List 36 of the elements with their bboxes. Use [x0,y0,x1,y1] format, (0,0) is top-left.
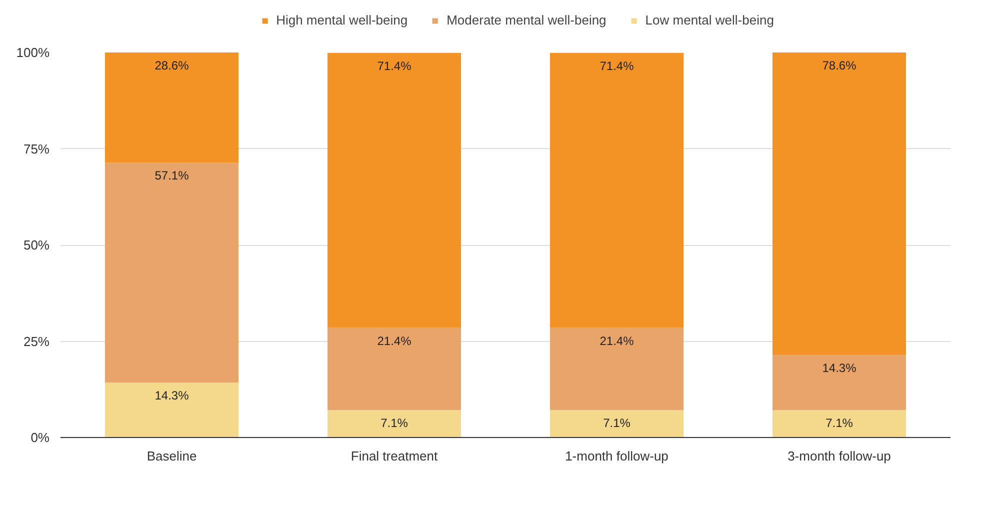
data-label: 71.4% [600,58,634,73]
bar [105,162,238,382]
bar [550,52,684,328]
data-label: 7.1% [603,416,631,430]
data-label: 71.4% [377,58,412,73]
bar [328,52,461,328]
bar [772,410,906,438]
bar [105,382,238,438]
x-tick-label: Final treatment [350,448,438,464]
legend-label: Moderate mental well-being [446,12,606,28]
bar [105,52,238,163]
bar [772,52,906,356]
data-label: 57.1% [154,168,190,183]
bar [328,328,461,410]
data-label: 14.3% [154,388,190,402]
x-tick-label: Baseline [146,448,197,464]
y-tick-label: 25% [23,334,50,349]
bar [550,410,684,438]
y-tick-label: 100% [16,45,50,60]
bar [772,355,906,410]
data-label: 21.4% [600,334,634,348]
data-label: 78.6% [822,58,857,72]
data-label: 14.3% [822,361,857,376]
x-tick-label: 3-month follow-up [788,448,891,464]
data-label: 21.4% [377,334,412,348]
bar [550,328,684,410]
y-tick-label: 0% [30,430,50,445]
legend-label: Low mental well-being [645,12,774,28]
legend-label: High mental well-being [276,12,408,28]
x-tick-label: 1-month follow-up [565,448,668,464]
bar [328,410,461,438]
data-label: 28.6% [154,58,190,72]
y-tick-label: 75% [23,141,50,156]
data-label: 7.1% [380,416,408,430]
data-label: 7.1% [826,416,854,430]
y-tick-label: 50% [23,238,50,252]
